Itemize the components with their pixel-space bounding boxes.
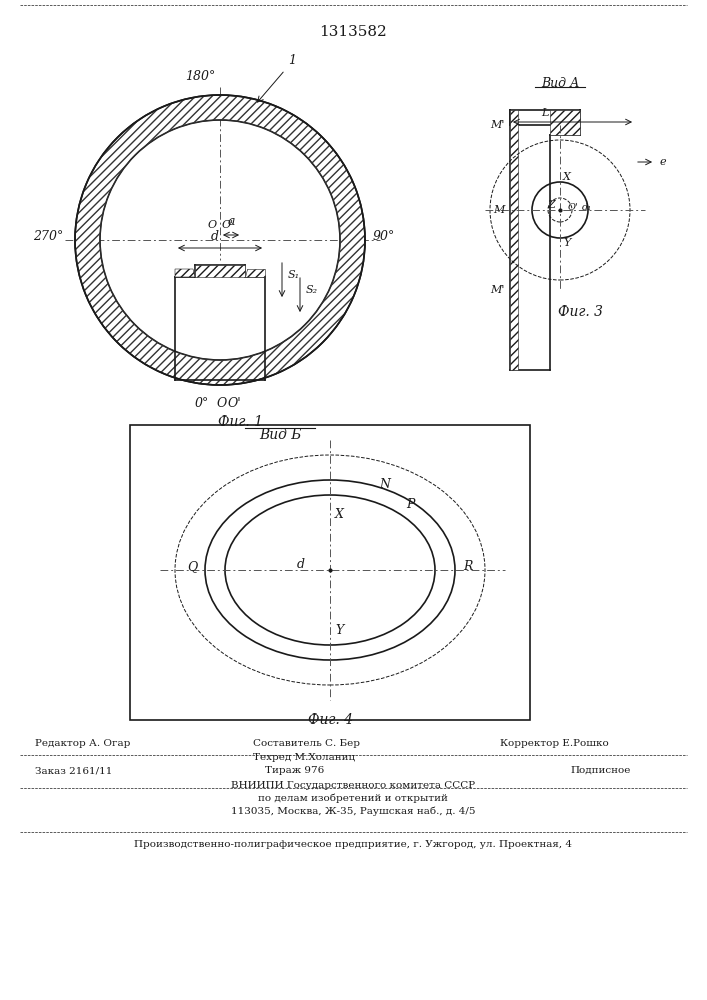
Text: S₁: S₁ [288,270,300,280]
Text: Техред М.Холаниц: Техред М.Холаниц [253,753,355,762]
Text: Подписное: Подписное [570,766,631,775]
Polygon shape [175,269,195,277]
Text: Заказ 2161/11: Заказ 2161/11 [35,766,112,775]
Text: S₂: S₂ [306,285,318,295]
Text: Фиг. 3: Фиг. 3 [558,305,602,319]
Text: Редактор А. Огар: Редактор А. Огар [35,739,130,748]
Text: Фиг. 4: Фиг. 4 [308,713,353,727]
Text: Фиг. 1: Фиг. 1 [218,415,262,429]
Text: Вид Б: Вид Б [259,428,301,442]
Text: Корректор Е.Рошко: Корректор Е.Рошко [500,739,609,748]
Text: Q: Q [187,560,197,574]
Text: 270°: 270° [33,231,63,243]
Polygon shape [245,269,265,277]
Text: X: X [335,508,344,522]
Text: 180°: 180° [185,70,215,83]
Text: a: a [227,215,235,228]
Text: O': O' [222,220,234,230]
Text: O': O' [568,202,578,212]
Text: Y: Y [563,238,571,248]
Text: P: P [406,498,414,512]
Polygon shape [550,110,580,135]
Polygon shape [510,110,518,370]
Text: Производственно-полиграфическое предприятие, г. Ужгород, ул. Проектная, 4: Производственно-полиграфическое предприя… [134,840,572,849]
Text: 113035, Москва, Ж-35, Раушская наб., д. 4/5: 113035, Москва, Ж-35, Раушская наб., д. … [230,806,475,816]
Text: 0°: 0° [195,397,209,410]
Text: Составитель С. Бер: Составитель С. Бер [253,739,360,748]
Text: по делам изобретений и открытий: по делам изобретений и открытий [258,794,448,803]
Text: Тираж 976: Тираж 976 [265,766,325,775]
Text: O: O [217,397,227,410]
Bar [130,425,530,720]
Text: M: M [493,205,505,215]
Text: d: d [211,230,219,243]
Text: R: R [463,560,472,574]
Polygon shape [195,265,245,277]
Text: O: O [207,220,216,230]
Text: Y: Y [335,624,344,637]
Text: 1313582: 1313582 [319,25,387,39]
Text: Z: Z [547,200,555,210]
Text: N: N [380,479,390,491]
Text: O': O' [227,397,241,410]
Text: M': M' [491,120,505,130]
Text: d₁: d₁ [582,202,592,212]
Text: L: L [542,108,549,118]
Text: ВНИИПИ Государственного комитета СССР: ВНИИПИ Государственного комитета СССР [231,781,475,790]
Text: d: d [297,558,305,572]
Text: Вид А: Вид А [541,77,579,90]
Text: e: e [660,157,667,167]
Text: 1: 1 [288,54,296,67]
Text: M': M' [491,285,505,295]
Text: 90°: 90° [373,231,395,243]
Text: X: X [563,172,571,182]
